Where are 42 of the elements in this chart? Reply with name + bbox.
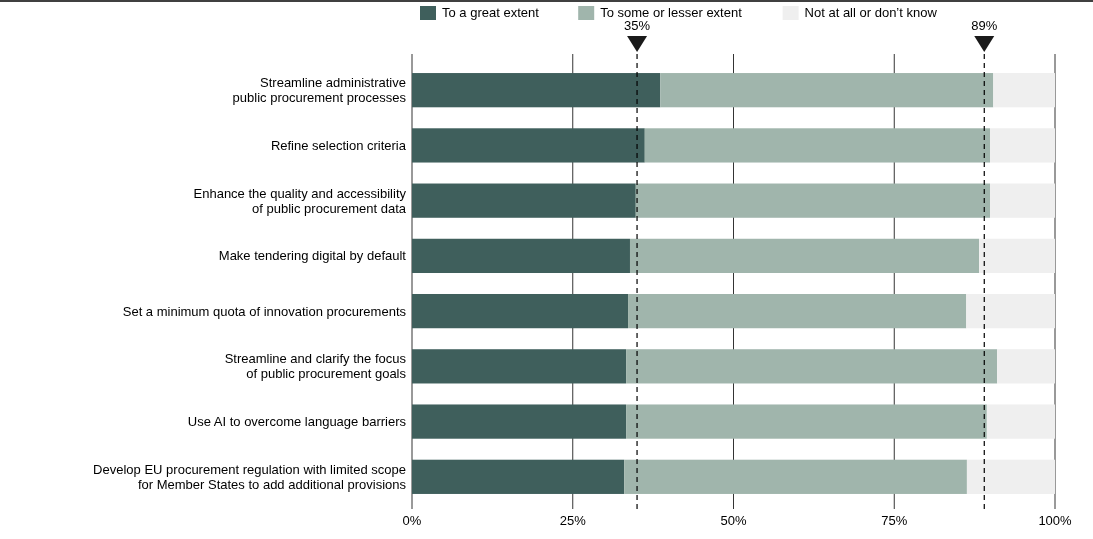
x-tick-label: 0% bbox=[402, 513, 422, 528]
y-tick-label: Streamline and clarify the focus of public procurement goals bbox=[224, 351, 407, 382]
bar bbox=[990, 183, 1055, 218]
y-tick-label: Streamline administrative public procurement processes bbox=[232, 75, 407, 106]
x-tick-label: 75% bbox=[881, 513, 908, 528]
bar bbox=[628, 294, 967, 329]
bar bbox=[660, 73, 994, 108]
bar bbox=[644, 128, 991, 163]
bar bbox=[412, 459, 625, 494]
bar bbox=[986, 404, 1055, 439]
y-tick-label: Develop EU procurement regulation with limited scope for Member States to add additional provisions bbox=[93, 461, 407, 492]
bar bbox=[635, 183, 991, 218]
ref-line-label: 89% bbox=[971, 18, 998, 33]
y-tick-label: Make tendering digital by default bbox=[218, 248, 407, 264]
x-tick-label: 100% bbox=[1038, 513, 1073, 528]
y-tick-label: Use AI to overcome language barriers bbox=[187, 414, 407, 430]
bar bbox=[412, 294, 629, 329]
legend-label: To some or lesser extent bbox=[600, 5, 743, 20]
bar bbox=[412, 73, 661, 108]
bar bbox=[626, 404, 987, 439]
x-tick-label: 25% bbox=[559, 513, 587, 528]
bar bbox=[966, 294, 1055, 329]
bar bbox=[990, 128, 1055, 163]
bar bbox=[412, 238, 630, 273]
bar bbox=[624, 459, 967, 494]
bar bbox=[997, 349, 1055, 384]
y-tick-label: Refine selection criteria bbox=[270, 137, 407, 153]
y-tick-label: Set a minimum quota of innovation procurements bbox=[122, 303, 407, 319]
bar bbox=[993, 73, 1055, 108]
bar bbox=[626, 349, 998, 384]
bar bbox=[629, 238, 980, 273]
bar bbox=[412, 349, 627, 384]
x-tick-label: 50% bbox=[720, 513, 747, 528]
bar bbox=[979, 238, 1055, 273]
legend-label: Not at all or don’t know bbox=[804, 5, 938, 20]
bar bbox=[412, 128, 645, 163]
ref-line-label: 35% bbox=[624, 18, 651, 33]
bar bbox=[966, 459, 1055, 494]
bar bbox=[412, 404, 627, 439]
y-tick-label: Enhance the quality and accessibility of public procurement data bbox=[193, 185, 407, 216]
legend-label: To a great extent bbox=[442, 5, 540, 20]
bar bbox=[412, 183, 636, 218]
